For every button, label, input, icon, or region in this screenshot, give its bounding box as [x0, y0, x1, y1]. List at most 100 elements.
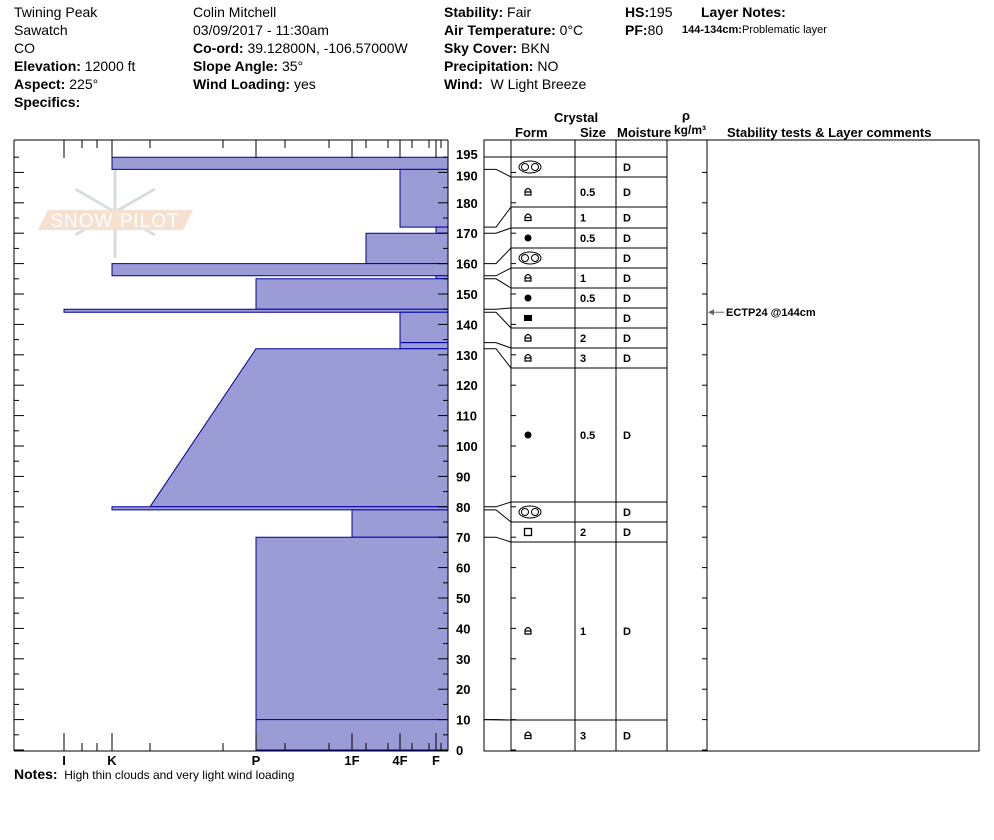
depth-label: 160 [456, 257, 478, 272]
crystal-size: 3 [580, 353, 586, 365]
hardness-layer [111, 263, 449, 277]
faceted-crystal-icon [523, 527, 533, 537]
depth-label: 30 [456, 652, 470, 667]
moisture: D [623, 353, 631, 365]
depth-connector [484, 267, 512, 277]
hardness-label: P [252, 753, 261, 768]
hardness-label: 1F [344, 753, 359, 768]
range: Sawatch [14, 22, 68, 38]
hardness-label: K [107, 753, 117, 768]
melt-cluster-icon [531, 163, 539, 171]
depth-label: 0 [456, 743, 463, 758]
snowflake-arm [114, 187, 156, 214]
notes: Notes: High thin clouds and very light w… [14, 766, 295, 782]
depth-connector [484, 342, 512, 349]
melt-cluster-icon [521, 254, 529, 262]
hardness-layer [255, 278, 449, 310]
depth-label: 130 [456, 348, 478, 363]
hs: HS:195 [625, 4, 673, 20]
depth-connector [484, 536, 512, 543]
moisture-header: Moisture [617, 125, 672, 140]
wind-loading: Wind Loading: yes [193, 76, 316, 92]
moisture: D [623, 731, 631, 743]
layer-note: 144-134cm:Problematic layer [682, 24, 827, 36]
depth-connector [484, 307, 512, 310]
rounded-grain-icon [524, 431, 532, 439]
aspect: Aspect: 225° [14, 76, 99, 92]
moisture: D [623, 333, 631, 345]
stability-test-label: ECTP24 @144cm [726, 307, 816, 319]
moisture: D [623, 507, 631, 519]
hardness-label: 4F [392, 753, 407, 768]
snowflake-arm [74, 187, 116, 214]
crystal-size: 0.5 [580, 187, 595, 199]
density-header: kg/m³ [674, 123, 707, 137]
hardness-layer [399, 311, 449, 344]
comments-header: Stability tests & Layer comments [727, 125, 932, 140]
depth-hoar-icon [524, 273, 532, 282]
crystal-header: Crystal [554, 110, 599, 125]
moisture: D [623, 233, 631, 245]
moisture: D [623, 313, 631, 325]
depth-hoar-icon [524, 187, 532, 196]
depth-label: 10 [456, 713, 470, 728]
hardness-layer [365, 232, 449, 265]
coordinates: Co-ord: 39.12800N, -106.57000W [193, 40, 408, 56]
melt-cluster-icon [521, 163, 529, 171]
hardness-layer [435, 226, 449, 234]
crystal-size: 2 [580, 527, 586, 539]
depth-connector [484, 206, 512, 228]
datetime: 03/09/2017 - 11:30am [193, 22, 329, 38]
depth-label: 180 [456, 196, 478, 211]
logo-banner [38, 210, 193, 230]
size-header: Size [580, 125, 607, 140]
depth-connector [484, 278, 512, 289]
moisture: D [623, 187, 631, 199]
depth-connector [484, 501, 512, 508]
depth-hoar-icon [524, 731, 532, 740]
location: Twining Peak [14, 4, 98, 20]
crystal-size: 1 [580, 273, 586, 285]
depth-label: 40 [456, 621, 470, 636]
depth-hoar-icon [524, 626, 532, 635]
depth-connector [484, 509, 512, 523]
rho-header: ρ [682, 108, 691, 123]
hardness-layer [351, 509, 449, 538]
form-header: Form [515, 125, 548, 140]
melt-cluster-icon [518, 505, 542, 519]
ice-crust-icon [524, 315, 532, 321]
wind: Wind: W Light Breeze [444, 76, 587, 92]
moisture: D [623, 273, 631, 285]
hardness-label: I [62, 753, 66, 768]
depth-label: 170 [456, 226, 478, 241]
snowpilot-logo: SNOW PILOT [38, 166, 193, 258]
depth-label: 100 [456, 439, 478, 454]
hardness-layer [255, 536, 449, 721]
depth-connector [484, 168, 512, 178]
depth-hoar-icon [524, 333, 532, 342]
moisture: D [623, 626, 631, 638]
hardness-layer [149, 348, 449, 508]
crystal-size: 0.5 [580, 430, 595, 442]
rounded-grain-icon [524, 234, 532, 242]
pf: PF:80 [625, 22, 664, 38]
depth-label: 120 [456, 378, 478, 393]
melt-cluster-icon [531, 508, 539, 516]
depth-label: 60 [456, 561, 470, 576]
melt-cluster-icon [518, 251, 542, 265]
moisture: D [623, 253, 631, 265]
state: CO [14, 40, 35, 56]
depth-label: 50 [456, 591, 470, 606]
depth-label: 195 [456, 147, 478, 162]
depth-connector [484, 247, 512, 265]
arrow-head-icon [708, 309, 714, 316]
moisture: D [623, 527, 631, 539]
hardness-layer [111, 156, 449, 170]
depth-label: 80 [456, 500, 470, 515]
depth-connector [484, 311, 512, 329]
crystal-size: 1 [580, 626, 586, 638]
layer-notes-label: Layer Notes: [701, 4, 786, 20]
elevation: Elevation: 12000 ft [14, 58, 136, 74]
depth-label: 70 [456, 530, 470, 545]
